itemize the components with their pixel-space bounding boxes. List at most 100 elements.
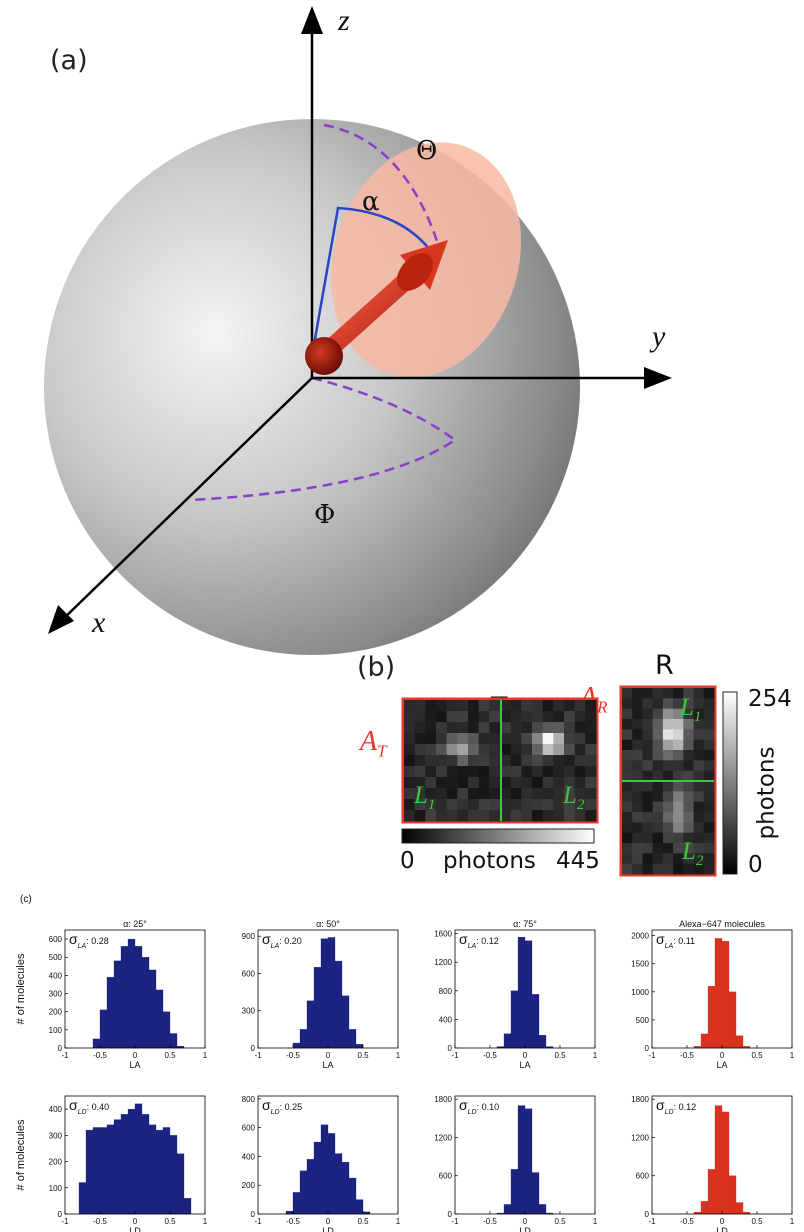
histogram-bar bbox=[707, 986, 716, 1049]
y-tick-label: 900 bbox=[242, 932, 256, 941]
histogram-2: 0 300 600 900 -1 -0.5 0 0.5 1 LA α: 50° σLA: 0.20 bbox=[242, 919, 401, 1070]
histogram-bar bbox=[714, 1105, 723, 1215]
alpha-cone-line bbox=[310, 206, 431, 357]
y-tick-label: 0 bbox=[58, 1210, 63, 1219]
histogram-bar bbox=[517, 1105, 526, 1215]
histogram-bar bbox=[106, 977, 115, 1049]
histogram-bar bbox=[700, 1201, 709, 1215]
histogram-title: α: 25° bbox=[123, 919, 147, 929]
histogram-bar bbox=[169, 1135, 178, 1215]
y-tick-label: 1200 bbox=[434, 958, 452, 967]
x-tick-label: 1 bbox=[396, 1051, 401, 1060]
histogram-bar bbox=[169, 1033, 178, 1049]
histogram-bar bbox=[113, 1119, 122, 1215]
histogram-7: 0 600 1200 1800 -1 -0.5 0 0.5 1 LD σLD: 0.10 bbox=[434, 1095, 598, 1232]
histogram-bar bbox=[134, 946, 143, 1049]
histogram-bar bbox=[348, 1029, 357, 1049]
y-tick-label: 1800 bbox=[434, 1095, 452, 1104]
y-tick-label: 200 bbox=[242, 1181, 256, 1190]
z-arrowhead bbox=[301, 6, 323, 34]
x-arrowhead bbox=[48, 605, 74, 634]
sigma-annotation: σLD: 0.10 bbox=[459, 1097, 499, 1116]
histogram-bar bbox=[531, 994, 540, 1049]
r-l2-label: L2 bbox=[682, 838, 704, 869]
y-tick-label: 400 bbox=[439, 1015, 453, 1024]
y-tick-label: 1500 bbox=[631, 960, 649, 969]
x-axis-label: LD bbox=[716, 1226, 728, 1232]
x-tick-label: -0.5 bbox=[93, 1051, 107, 1060]
x-tick-label: 1 bbox=[593, 1217, 598, 1226]
panel-c-label: (c) bbox=[20, 894, 32, 905]
y-tick-label: 0 bbox=[58, 1044, 63, 1053]
r-colorbar-label: photons bbox=[753, 746, 780, 840]
y-tick-label: 1600 bbox=[434, 930, 452, 939]
x-tick-label: -1 bbox=[254, 1217, 262, 1226]
dipole-cone-base bbox=[396, 253, 434, 291]
histogram-bar bbox=[327, 1133, 336, 1215]
histogram-bar bbox=[348, 1177, 357, 1215]
histogram-bar bbox=[120, 1114, 129, 1215]
y-axis-label: # of molecules bbox=[15, 953, 27, 1024]
phi-label: Φ bbox=[314, 500, 336, 530]
y-tick-label: 200 bbox=[49, 1158, 63, 1167]
y-tick-label: 800 bbox=[242, 1095, 256, 1104]
histogram-bar bbox=[99, 1009, 108, 1049]
x-tick-label: -1 bbox=[254, 1051, 262, 1060]
y-tick-label: 0 bbox=[645, 1044, 650, 1053]
y-tick-label: 800 bbox=[439, 987, 453, 996]
histogram-bar bbox=[148, 969, 157, 1049]
y-tick-label: 500 bbox=[636, 1016, 650, 1025]
histogram-bar bbox=[313, 1141, 322, 1215]
y-tick-label: 1200 bbox=[631, 1133, 649, 1142]
x-axis-label: LD bbox=[129, 1226, 141, 1232]
x-tick-label: 0 bbox=[326, 1051, 331, 1060]
x-tick-label: 0.5 bbox=[554, 1051, 566, 1060]
histogram-bar bbox=[313, 967, 322, 1049]
x-tick-label: 0.5 bbox=[164, 1051, 176, 1060]
histogram-bar bbox=[113, 960, 122, 1049]
orientation-sphere-figure bbox=[44, 6, 672, 655]
histogram-bar bbox=[341, 995, 350, 1049]
histogram-bar bbox=[155, 1129, 164, 1215]
x-tick-label: 1 bbox=[396, 1217, 401, 1226]
origin-ball bbox=[305, 337, 343, 375]
histogram-bar bbox=[735, 1202, 744, 1215]
histogram-bar bbox=[531, 1172, 540, 1215]
y-tick-label: 0 bbox=[448, 1044, 453, 1053]
histogram-bar bbox=[92, 1127, 101, 1215]
y-tick-label: 100 bbox=[49, 1184, 63, 1193]
a-t-label: AT bbox=[360, 726, 387, 761]
histogram-bar bbox=[320, 938, 329, 1049]
histogram-bar bbox=[707, 1169, 716, 1215]
t-camera-image bbox=[401, 697, 599, 824]
y-tick-label: 0 bbox=[251, 1044, 256, 1053]
histogram-bar bbox=[517, 937, 526, 1049]
histogram-bar bbox=[127, 1108, 136, 1215]
histogram-bar bbox=[162, 1011, 171, 1049]
histogram-bar bbox=[141, 957, 150, 1049]
x-tick-label: -0.5 bbox=[680, 1217, 694, 1226]
x-tick-label: 1 bbox=[203, 1051, 208, 1060]
x-tick-label: 0.5 bbox=[751, 1051, 763, 1060]
t-l2-label: L2 bbox=[563, 782, 585, 813]
x-tick-label: -0.5 bbox=[93, 1217, 107, 1226]
histogram-1: 0 100 200 300 400 500 600 -1 -0.5 0 0.5 1 LA α: 25° σL… bbox=[49, 919, 208, 1070]
x-axis bbox=[59, 377, 313, 623]
t-colorbar-min: 0 bbox=[400, 848, 415, 874]
histogram-bar bbox=[127, 938, 136, 1049]
histogram-bar bbox=[503, 1033, 512, 1049]
histogram-bar bbox=[78, 1182, 87, 1215]
panel-a-label: (a) bbox=[50, 45, 88, 76]
histogram-5: 0 100 200 300 400 -1 -0.5 0 0.5 1 LD σLD: 0.40 bbox=[49, 1095, 208, 1232]
y-tick-label: 500 bbox=[49, 953, 63, 962]
x-tick-label: -1 bbox=[61, 1217, 69, 1226]
y-tick-label: 600 bbox=[439, 1172, 453, 1181]
r-l1-label: L1 bbox=[680, 694, 702, 725]
histogram-bar bbox=[538, 1034, 547, 1049]
t-colorbar bbox=[401, 828, 595, 844]
x-axis-label: LA bbox=[519, 1060, 530, 1070]
histogram-bar bbox=[320, 1124, 329, 1215]
histogram-title: Alexa−647 molecules bbox=[679, 919, 765, 929]
sigma-annotation: σLD: 0.25 bbox=[262, 1097, 302, 1116]
z-axis-label: z bbox=[338, 4, 350, 37]
